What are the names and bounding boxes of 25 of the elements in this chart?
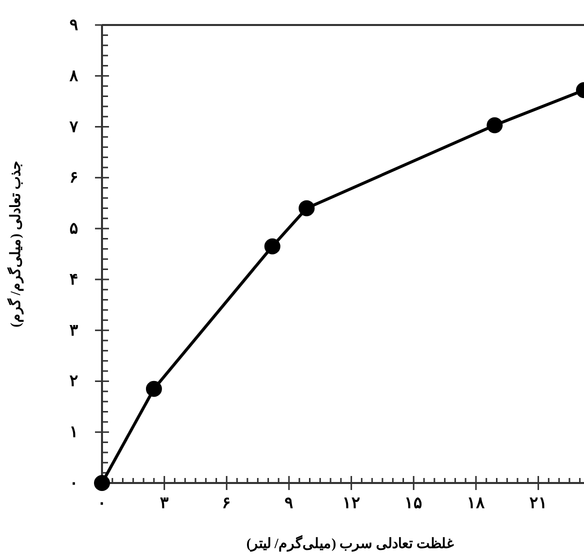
y-tick-label: ۵ [70,220,78,238]
x-tick-label: ۰ [98,495,106,512]
y-tick-label: ۲ [70,373,78,390]
y-tick-label: ۱ [70,424,78,442]
x-axis-title: غلظت تعادلی سرب (میلی‌گرم/ لیتر) [246,535,455,552]
point [146,380,162,397]
y-tick-label: ۳ [70,322,78,340]
x-tick-label: ۹ [284,495,294,512]
point [264,238,280,254]
point [94,475,110,491]
y-tick-label: ۸ [68,68,78,85]
x-tick-label: ۱۸ [466,495,485,512]
y-tick-label: ۷ [68,118,78,136]
y-tick-label: ۶ [70,170,78,187]
x-tick-label: ۶ [222,495,232,512]
x-tick-label: ۲۱ [529,495,548,512]
y-tick-label: ۹ [70,17,78,34]
x-tick-label: ۱۵ [404,495,423,512]
point [486,117,503,134]
x-tick-label: ۱۲ [342,495,360,512]
y-tick-label: ۴ [70,271,78,288]
x-tick-label: ۳ [160,495,169,512]
point [298,200,315,216]
y-tick-label: ۰ [70,475,78,492]
y-axis-title: جذب تعادلی (میلی‌گرم/ گرم) [7,160,24,328]
